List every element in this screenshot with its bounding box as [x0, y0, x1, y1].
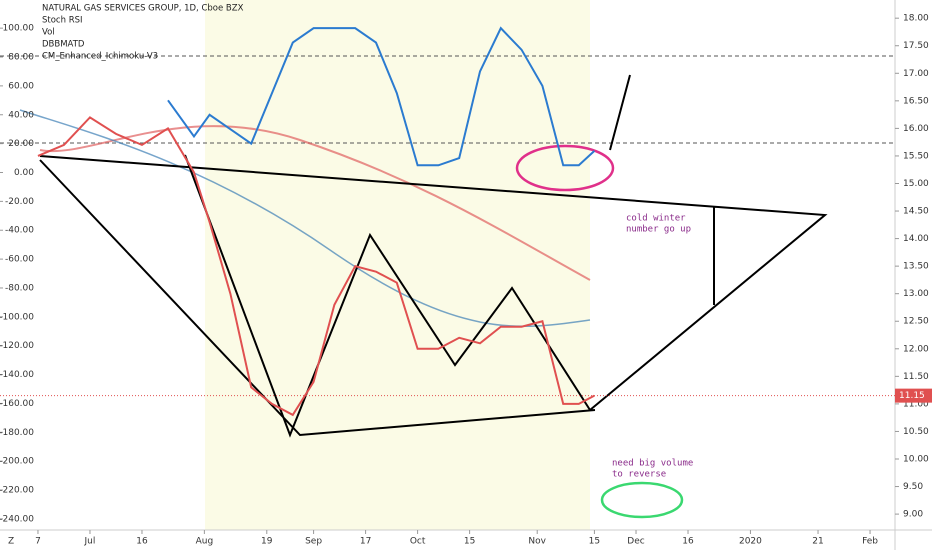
corner-label: Z — [8, 537, 14, 547]
highlight-band — [205, 0, 590, 530]
y2-tick-label: -40.00 — [5, 226, 34, 236]
y2-tick-label: -20.00 — [5, 197, 34, 207]
annotation: to reverse — [612, 470, 666, 480]
y-tick-label: 9.00 — [903, 510, 923, 520]
y2-tick-label: 0.00 — [14, 168, 34, 178]
y2-tick-label: -180.00 — [0, 428, 34, 438]
x-tick-label: Feb — [862, 537, 878, 547]
y-tick-label: 9.50 — [903, 482, 923, 492]
x-tick-label: 15 — [589, 537, 600, 547]
x-tick-label: 17 — [360, 537, 371, 547]
x-tick-label: 7 — [35, 537, 41, 547]
volume-circle — [600, 481, 684, 519]
y-tick-label: 16.00 — [903, 124, 929, 134]
y-tick-label: 15.50 — [903, 151, 929, 161]
annotation: need big volume — [612, 459, 693, 469]
y2-tick-label: 40.00 — [8, 110, 34, 120]
series-line — [167, 26, 596, 167]
y2-tick-label: -140.00 — [0, 370, 34, 380]
x-tick-label: Aug — [196, 537, 214, 547]
y2-tick-label: 100.00 — [3, 24, 35, 34]
x-tick-label: 15 — [464, 537, 475, 547]
y-tick-label: 12.50 — [903, 317, 929, 327]
last-price-tag — [895, 388, 932, 403]
y2-tick-label: -80.00 — [5, 283, 34, 293]
legend-item: Vol — [42, 28, 55, 38]
y-tick-label: 11.50 — [903, 372, 929, 382]
y-tick-label: 10.50 — [903, 427, 929, 437]
y2-tick-label: -160.00 — [0, 399, 34, 409]
x-tick-label: Jul — [84, 537, 96, 547]
trend-lines — [39, 74, 828, 438]
y-tick-label: 18.00 — [903, 14, 929, 24]
x-tick-label: 16 — [136, 537, 148, 547]
y-tick-label: 15.00 — [903, 179, 929, 189]
x-tick-label: 2020 — [739, 537, 762, 547]
x-tick-label: Nov — [528, 537, 546, 547]
y-tick-label: 14.00 — [903, 234, 929, 244]
y-tick-label: 10.00 — [903, 455, 929, 465]
x-tick-label: 16 — [682, 537, 694, 547]
x-tick-label: Oct — [410, 537, 426, 547]
legend-item: CM_Enhanced_Ichimoku-V3 — [42, 52, 158, 62]
y2-tick-label: -60.00 — [5, 255, 34, 265]
highlight-circle — [515, 144, 615, 192]
last-price-label: 11.15 — [899, 391, 925, 401]
y2-tick-label: -100.00 — [0, 312, 34, 322]
legend-item: Stoch RSI — [42, 16, 83, 26]
y2-tick-label: -200.00 — [0, 457, 34, 467]
legend-item: DBBMATD — [42, 40, 85, 50]
y2-tick-label: -220.00 — [0, 486, 34, 496]
y-tick-label: 13.00 — [903, 289, 929, 299]
y2-tick-label: 20.00 — [8, 139, 34, 149]
y-tick-label: 16.50 — [903, 96, 929, 106]
y2-tick-label: -120.00 — [0, 341, 34, 351]
ichimoku-line — [39, 125, 591, 281]
legend-title: NATURAL GAS SERVICES GROUP, 1D, Cboe BZX — [42, 4, 244, 14]
y-tick-label: 11.00 — [903, 399, 929, 409]
x-tick-label: Dec — [627, 537, 644, 547]
x-tick-label: Sep — [305, 537, 322, 547]
y-tick-label: 14.50 — [903, 207, 929, 217]
legend: NATURAL GAS SERVICES GROUP, 1D, Cboe BZX… — [42, 4, 244, 62]
x-tick-label: 19 — [261, 537, 273, 547]
y-tick-label: 12.00 — [903, 344, 929, 354]
y-tick-label: 17.00 — [903, 69, 929, 79]
y2-tick-label: 60.00 — [8, 81, 34, 91]
annotation: number go up — [626, 225, 691, 235]
x-tick-label: 21 — [812, 537, 823, 547]
y-tick-label: 17.50 — [903, 41, 929, 51]
annotation: cold winter — [626, 214, 686, 224]
y2-tick-label: 80.00 — [8, 53, 34, 63]
series-line — [37, 116, 595, 417]
y2-tick-label: -240.00 — [0, 514, 34, 524]
y-tick-label: 13.50 — [903, 262, 929, 272]
